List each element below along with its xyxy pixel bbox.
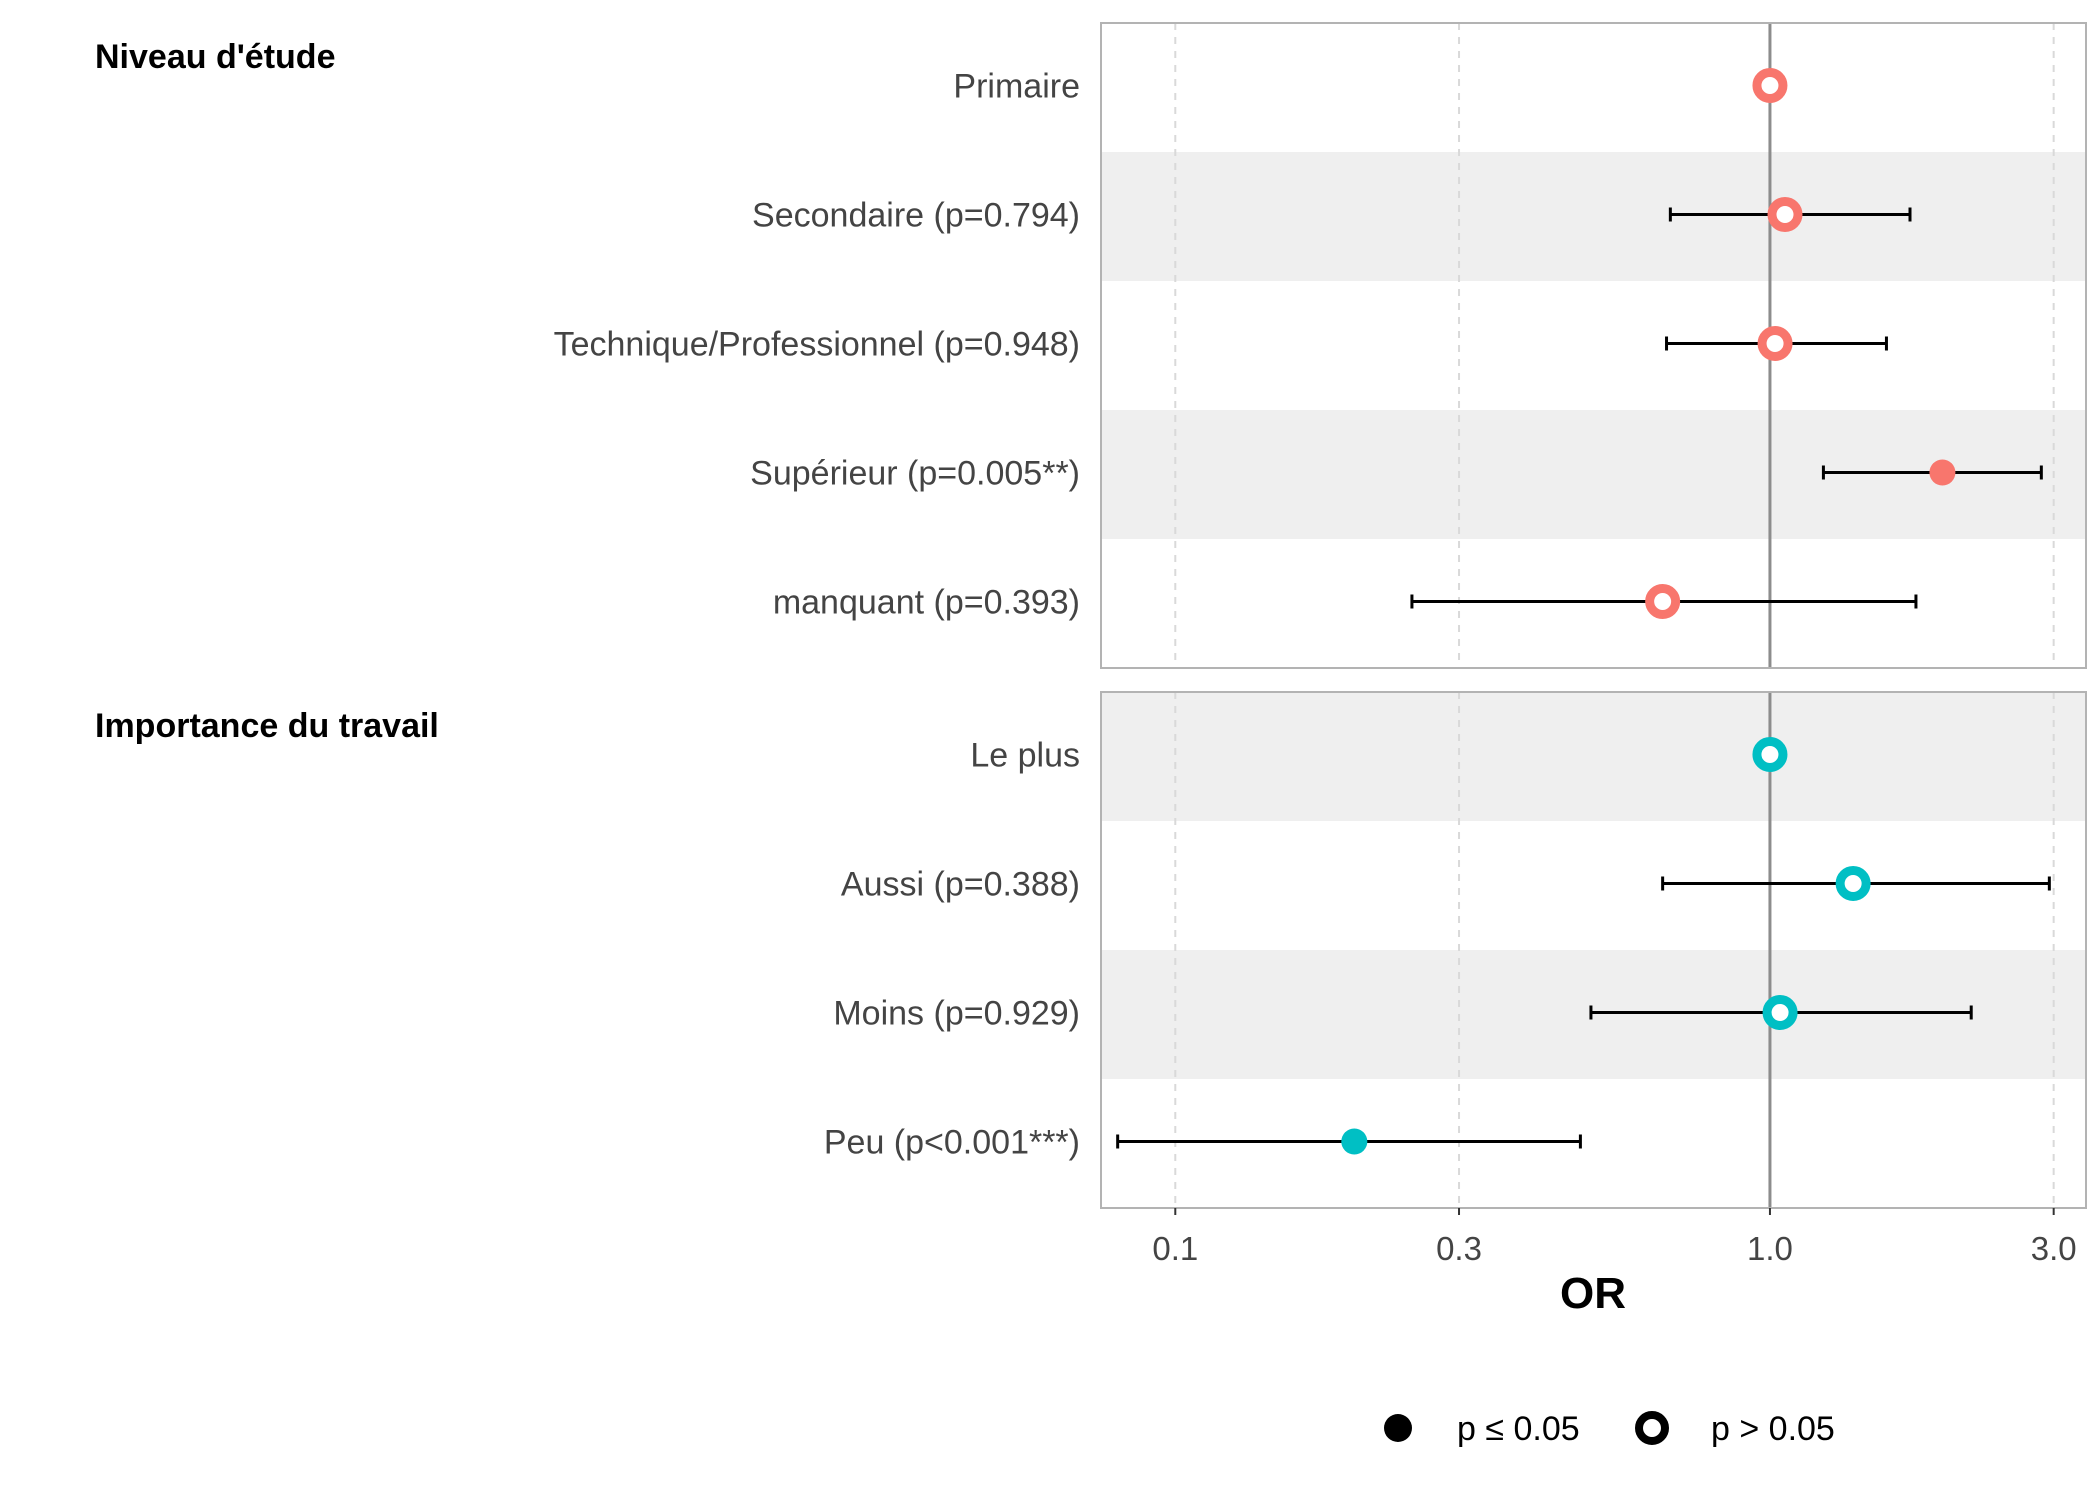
forest-row [1752, 68, 1788, 103]
row-label: Primaire [953, 68, 1080, 106]
legend-item: p ≤ 0.05 [1384, 1410, 1580, 1448]
panel-2 [1100, 691, 2087, 1209]
legend-label: p > 0.05 [1711, 1410, 1835, 1448]
x-tick-label: 0.1 [1152, 1230, 1198, 1267]
panel-1 [1100, 22, 2087, 669]
forest-row [1661, 866, 2051, 901]
point-estimate [1767, 197, 1803, 232]
x-tick-label: 1.0 [1747, 1230, 1793, 1267]
row-label: Peu (p<0.001***) [824, 1124, 1080, 1162]
panel-border [1100, 691, 2087, 1209]
point-estimate [1757, 326, 1793, 361]
forest-row [1589, 995, 1973, 1030]
legend: p ≤ 0.05 p > 0.05 [1384, 1410, 1835, 1448]
row-label: Supérieur (p=0.005**) [750, 455, 1080, 493]
point-estimate [1929, 459, 1956, 486]
legend-item: p > 0.05 [1635, 1410, 1835, 1448]
forest-row [1410, 584, 1918, 619]
row-shading [1101, 410, 2086, 539]
forest-row [1665, 326, 1888, 361]
forest-row [1668, 197, 1912, 232]
row-shading [1101, 152, 2086, 281]
point-estimate [1752, 737, 1788, 772]
x-tick-label: 3.0 [2031, 1230, 2077, 1267]
legend-label: p ≤ 0.05 [1457, 1410, 1580, 1448]
row-label: Moins (p=0.929) [833, 995, 1080, 1033]
legend-key-hollow [1635, 1411, 1669, 1445]
forest-row [1752, 737, 1788, 772]
group-title: Importance du travail [95, 707, 439, 745]
labels-layer: Niveau d'étude Primaire Secondaire (p=0.79… [95, 38, 1080, 1162]
row-shading [1101, 692, 2086, 821]
row-label: manquant (p=0.393) [773, 584, 1080, 622]
point-estimate [1835, 866, 1871, 901]
row-label: Secondaire (p=0.794) [752, 197, 1080, 235]
x-tick-label: 0.3 [1436, 1230, 1482, 1267]
forest-row [1116, 1128, 1582, 1155]
point-estimate [1752, 68, 1788, 103]
point-estimate [1645, 584, 1681, 619]
legend-key-filled [1384, 1414, 1412, 1442]
row-label: Aussi (p=0.388) [841, 866, 1080, 904]
panel-border [1100, 22, 2087, 669]
row-label: Le plus [970, 737, 1080, 775]
x-axis: OR 0.1 0.3 1.0 3.0 [1152, 1208, 2077, 1318]
panels-layer [1100, 22, 2087, 1209]
x-axis-title: OR [1560, 1269, 1626, 1318]
group-title: Niveau d'étude [95, 38, 335, 76]
point-estimate [1341, 1128, 1368, 1155]
row-shading [1101, 950, 2086, 1079]
point-estimate [1762, 995, 1798, 1030]
row-label: Technique/Professionnel (p=0.948) [554, 326, 1080, 364]
forest-row [1821, 459, 2043, 486]
